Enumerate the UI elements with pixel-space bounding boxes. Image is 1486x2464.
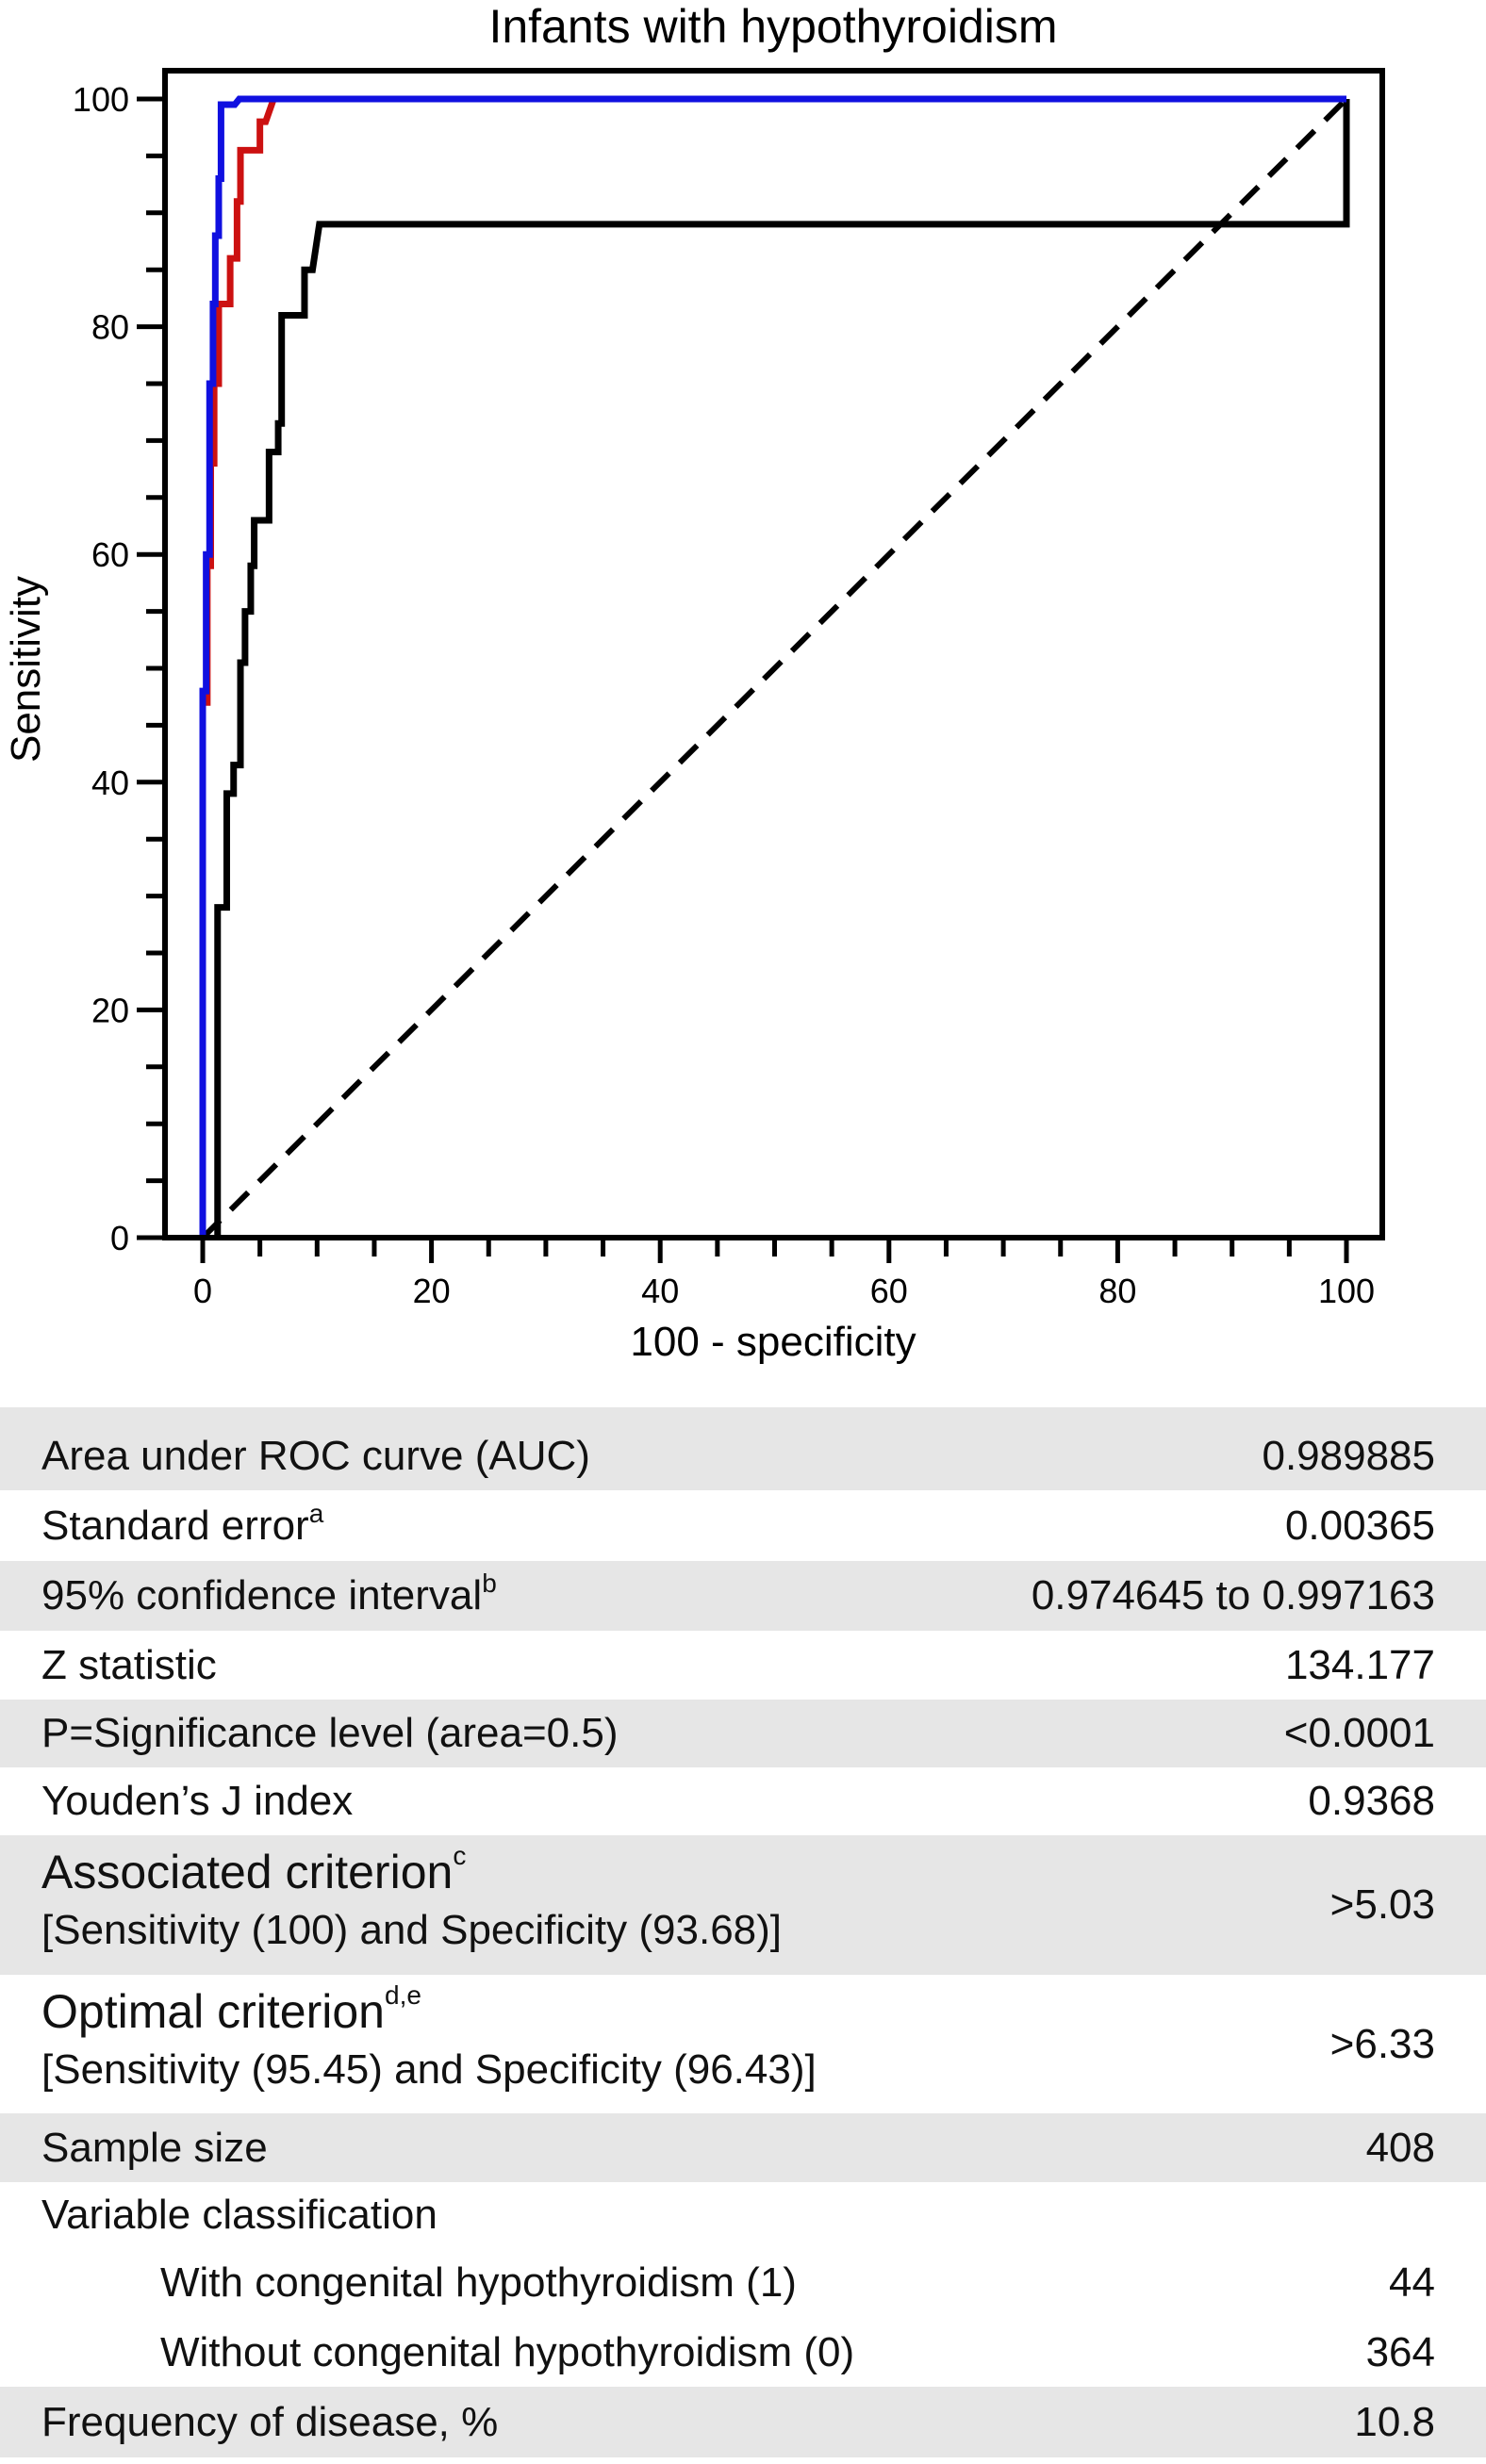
stats-row: Youden’s J index 0.9368 [0, 1767, 1486, 1835]
stats-label: Area under ROC curve (AUC) [41, 1433, 590, 1480]
plot-frame [162, 68, 1385, 1240]
stats-label-text: 95% confidence interval [41, 1572, 483, 1618]
footnote-marker: d,e [385, 1980, 421, 2010]
stats-label-text: With congenital hypothyroidism (1) [160, 2259, 797, 2306]
stats-row: Frequency of disease, % 10.8 [0, 2387, 1486, 2457]
y-axis-label: Sensitivity [3, 576, 49, 763]
y-tick-label: 60 [91, 535, 129, 574]
stats-label: Z statistic [41, 1642, 217, 1689]
roc-statistics-table: Area under ROC curve (AUC) 0.989885 Standa… [0, 1407, 1486, 2457]
stats-label-text: Frequency of disease, % [41, 2398, 499, 2445]
footnote-marker: b [482, 1569, 497, 1598]
y-tick-label: 80 [91, 308, 129, 347]
stats-value: 408 [1365, 2124, 1435, 2171]
stats-label-text: Associated criterion [41, 1846, 454, 1898]
stats-row: P=Significance level (area=0.5) <0.0001 [0, 1700, 1486, 1767]
stats-value: >5.03 [1329, 1881, 1435, 1928]
stats-label-text: Z statistic [41, 1641, 217, 1688]
stats-label-text: Youden’s J index [41, 1778, 354, 1824]
footnote-marker: c [453, 1841, 467, 1870]
stats-sublabel: [Sensitivity (100) and Specificity (93.6… [41, 1907, 783, 1953]
y-tick-label: 100 [73, 80, 129, 119]
y-tick-label: 20 [91, 991, 129, 1029]
stats-value: <0.0001 [1283, 1710, 1435, 1756]
stats-label-text: Variable classification [41, 2192, 438, 2238]
x-tick-label: 0 [193, 1272, 212, 1310]
stats-label: P=Significance level (area=0.5) [41, 1710, 618, 1757]
stats-label-text: Optimal criterion [41, 1985, 385, 2038]
chart-title: Infants with hypothyroidism [488, 0, 1057, 53]
stats-value: 0.00365 [1284, 1502, 1435, 1549]
stats-label: Without congenital hypothyroidism (0) [160, 2329, 854, 2376]
x-tick-label: 20 [413, 1272, 451, 1310]
roc-chart: Infants with hypothyroidism Sensitivity … [3, 0, 1385, 1365]
stats-value: 0.9368 [1308, 1778, 1435, 1824]
stats-value: 364 [1365, 2328, 1435, 2375]
stats-label-text: Without congenital hypothyroidism (0) [160, 2328, 855, 2375]
stats-label: Standard errora [41, 1499, 323, 1550]
stats-label: Variable classification [41, 2192, 438, 2239]
stats-label: Associated criterionc [Sensitivity (100) … [41, 1841, 783, 1954]
y-tick-label: 40 [91, 764, 129, 802]
x-tick-label: 60 [870, 1272, 908, 1310]
x-tick-label: 100 [1318, 1272, 1375, 1310]
stats-row: 95% confidence intervalb 0.974645 to 0.99… [0, 1561, 1486, 1631]
stats-label: Frequency of disease, % [41, 2399, 498, 2446]
stats-label-text: Standard error [41, 1502, 309, 1549]
stats-label-text: P=Significance level (area=0.5) [41, 1710, 619, 1756]
x-tick-label: 80 [1098, 1272, 1136, 1310]
reference-diagonal-line [200, 96, 1349, 1240]
stats-value: 44 [1389, 2259, 1435, 2306]
stats-row: Area under ROC curve (AUC) 0.989885 [0, 1407, 1486, 1490]
roc-curve-1 [199, 95, 1346, 1238]
stats-row: Standard errora 0.00365 [0, 1490, 1486, 1561]
x-tick-label: 40 [641, 1272, 679, 1310]
stats-value: 0.974645 to 0.997163 [1031, 1572, 1435, 1618]
stats-row: Variable classification [0, 2182, 1486, 2248]
stats-label-text: Area under ROC curve (AUC) [41, 1433, 590, 1479]
stats-row: Without congenital hypothyroidism (0) 364 [0, 2318, 1486, 2387]
stats-row: Z statistic 134.177 [0, 1631, 1486, 1700]
stats-value: 10.8 [1354, 2398, 1435, 2445]
stats-label-text: Sample size [41, 2124, 268, 2171]
roc-curve-3 [214, 99, 1350, 1238]
stats-value: 134.177 [1284, 1641, 1435, 1688]
stats-sublabel: [Sensitivity (95.45) and Specificity (96… [41, 2046, 817, 2093]
stats-row: Sample size 408 [0, 2113, 1486, 2182]
stats-label: 95% confidence intervalb [41, 1569, 497, 1619]
stats-value: 0.989885 [1262, 1433, 1435, 1479]
stats-row: Optimal criteriond,e [Sensitivity (95.45)… [0, 1975, 1486, 2113]
x-axis-label: 100 - specificity [630, 1319, 916, 1365]
stats-row: With congenital hypothyroidism (1) 44 [0, 2248, 1486, 2318]
stats-label: Youden’s J index [41, 1778, 353, 1825]
stats-label: Sample size [41, 2125, 268, 2172]
stats-row: Associated criterionc [Sensitivity (100) … [0, 1835, 1486, 1975]
stats-label: Optimal criteriond,e [Sensitivity (95.45)… [41, 1980, 817, 2094]
footnote-marker: a [308, 1498, 324, 1528]
stats-value: >6.33 [1329, 2020, 1435, 2067]
stats-label: With congenital hypothyroidism (1) [160, 2259, 797, 2307]
y-tick-label: 0 [110, 1219, 129, 1257]
